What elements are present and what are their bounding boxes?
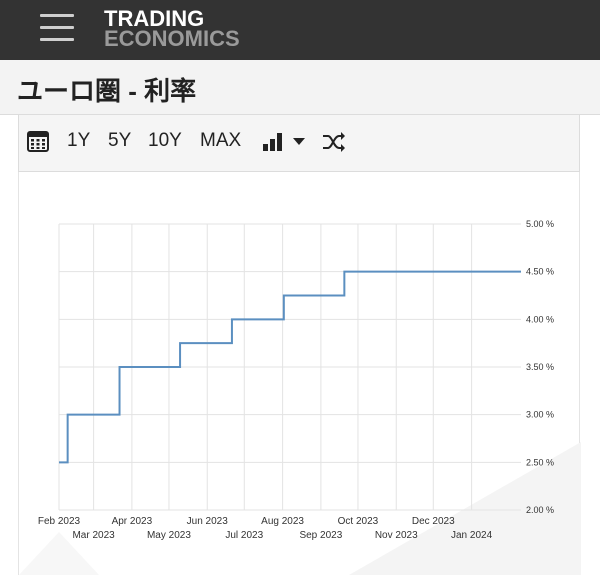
x-tick-label: Feb 2023	[38, 516, 81, 527]
range-max-button[interactable]: MAX	[200, 130, 242, 151]
calendar-icon[interactable]	[27, 130, 49, 152]
watermark-shape	[19, 442, 581, 575]
chart-toolbar: 1Y 5Y 10Y MAX	[18, 115, 580, 172]
top-navigation-bar: TRADING ECONOMICS	[0, 0, 600, 60]
page-title: ユーロ圏 - 利率	[17, 76, 197, 106]
series-layer	[59, 270, 521, 464]
title-bar: ユーロ圏 - 利率	[0, 60, 600, 115]
shuffle-icon[interactable]	[322, 131, 346, 153]
x-tick-label: Mar 2023	[72, 530, 115, 541]
x-tick-label: Aug 2023	[261, 516, 304, 527]
range-10y-button[interactable]: 10Y	[148, 130, 182, 151]
trading-economics-logo[interactable]: TRADING ECONOMICS	[104, 6, 240, 51]
bar-chart-icon[interactable]	[262, 132, 284, 152]
series-line	[59, 270, 521, 464]
y-tick-label: 5.00 %	[526, 219, 554, 229]
y-tick-label: 2.00 %	[526, 505, 554, 515]
hamburger-menu-icon[interactable]	[40, 14, 74, 42]
chart-area: 2.00 % 2.50 % 3.00 % 3.50 % 4.00 % 4.50 % 5.00…	[18, 172, 581, 575]
x-tick-label: Jul 2023	[225, 530, 263, 541]
caret-down-icon[interactable]	[293, 138, 305, 146]
y-tick-label: 4.00 %	[526, 314, 554, 324]
x-axis-ticks: Feb 2023 Mar 2023 Apr 2023 May 2023 Jun 2023…	[38, 516, 493, 541]
x-tick-label: Jun 2023	[187, 516, 229, 527]
x-tick-label: Oct 2023	[338, 516, 379, 527]
logo-line-1: TRADING	[104, 6, 205, 31]
range-1y-button[interactable]: 1Y	[67, 130, 91, 151]
x-tick-label: Dec 2023	[412, 516, 455, 527]
x-tick-label: Nov 2023	[375, 530, 418, 541]
y-axis-ticks: 2.00 % 2.50 % 3.00 % 3.50 % 4.00 % 4.50 % 5.00…	[526, 219, 554, 515]
y-tick-label: 2.50 %	[526, 457, 554, 467]
x-tick-label: Jan 2024	[451, 530, 493, 541]
y-tick-label: 3.00 %	[526, 410, 554, 420]
x-tick-label: Sep 2023	[299, 530, 342, 541]
logo-line-2: ECONOMICS	[104, 26, 240, 51]
y-tick-label: 4.50 %	[526, 267, 554, 277]
y-tick-label: 3.50 %	[526, 362, 554, 372]
range-5y-button[interactable]: 5Y	[108, 130, 132, 151]
x-tick-label: Apr 2023	[112, 516, 153, 527]
x-tick-label: May 2023	[147, 530, 191, 541]
interest-rate-chart: 2.00 % 2.50 % 3.00 % 3.50 % 4.00 % 4.50 % 5.00…	[19, 219, 581, 575]
